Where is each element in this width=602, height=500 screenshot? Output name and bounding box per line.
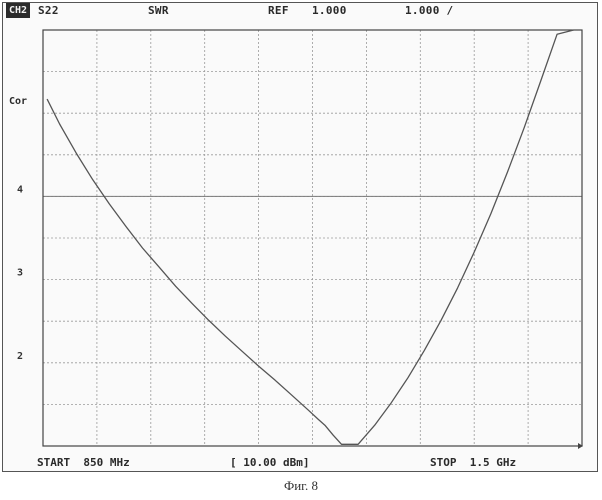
figure-caption: Фиг. 8	[0, 478, 602, 494]
y-tick-label: 3	[17, 268, 23, 279]
source-power: [ 10.00 dBm]	[230, 456, 309, 469]
y-tick-label: 2	[17, 351, 23, 362]
start-frequency: START 850 MHz	[37, 456, 130, 469]
stop-frequency: STOP 1.5 GHz	[430, 456, 516, 469]
swr-trace	[47, 30, 574, 444]
y-tick-label: 4	[17, 184, 23, 195]
